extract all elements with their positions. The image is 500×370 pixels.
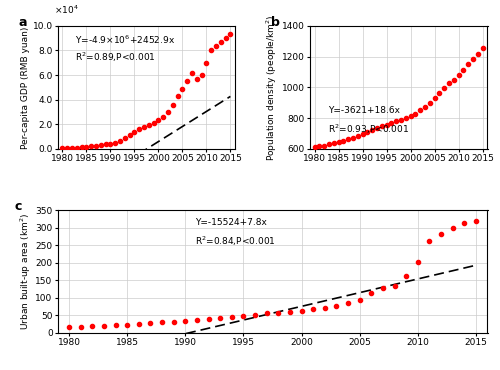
Y-axis label: Population density (people/km$^{2}$): Population density (people/km$^{2}$): [265, 14, 279, 161]
Y-axis label: Urban built-up area (km$^{2}$): Urban built-up area (km$^{2}$): [18, 213, 32, 330]
Text: Y=-4.9$\times$10$^{6}$+2452.9x: Y=-4.9$\times$10$^{6}$+2452.9x: [76, 33, 176, 46]
Text: Y=-15524+7.8x: Y=-15524+7.8x: [195, 218, 267, 226]
Text: c: c: [14, 200, 22, 213]
Text: R$^{2}$=0.89,P<0.001: R$^{2}$=0.89,P<0.001: [76, 50, 156, 64]
Text: R$^{2}$=0.84,P<0.001: R$^{2}$=0.84,P<0.001: [195, 235, 276, 248]
Text: b: b: [270, 16, 280, 29]
Y-axis label: Per-capita GDP (RMB yuan): Per-capita GDP (RMB yuan): [20, 26, 30, 148]
Text: $\times10^{4}$: $\times10^{4}$: [54, 4, 78, 16]
Text: a: a: [18, 16, 27, 29]
Text: Y=-3621+18.6x: Y=-3621+18.6x: [328, 106, 400, 115]
Text: R$^{2}$=0.93,P<0.001: R$^{2}$=0.93,P<0.001: [328, 123, 408, 136]
